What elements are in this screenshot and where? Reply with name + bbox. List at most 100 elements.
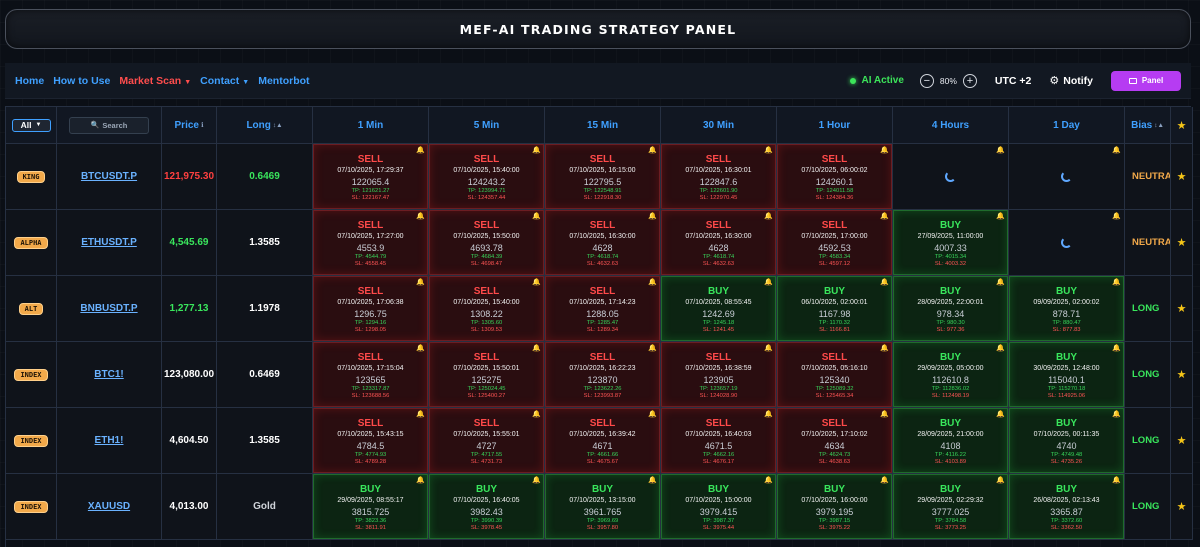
star-icon[interactable]: ★	[1176, 237, 1187, 249]
favorites-header[interactable]: ★	[1171, 107, 1193, 144]
signal-cell[interactable]: 🔔 BUY 07/10/2025, 16:00:00 3979.195 TP: 3987…	[777, 474, 893, 540]
signal-cell[interactable]: 🔔 BUY 30/09/2025, 12:48:00 115040.1 TP: 1152…	[1009, 342, 1125, 408]
star-icon[interactable]: ★	[1176, 501, 1187, 513]
filter-select[interactable]: All ▼	[11, 118, 51, 132]
bell-icon[interactable]: 🔔	[764, 213, 773, 220]
bell-icon[interactable]: 🔔	[996, 279, 1005, 286]
column-header-bias[interactable]: Bias ↕▲	[1125, 107, 1171, 144]
symbol-link[interactable]: ETH1!	[94, 435, 124, 446]
bell-icon[interactable]: 🔔	[416, 279, 425, 286]
bell-icon[interactable]: 🔔	[648, 411, 657, 418]
star-icon[interactable]: ★	[1176, 369, 1187, 381]
signal-cell[interactable]: 🔔 SELL 07/10/2025, 17:00:00 4592.53 TP: 4583…	[777, 210, 893, 276]
bell-icon[interactable]: 🔔	[1112, 279, 1121, 286]
bell-icon[interactable]: 🔔	[764, 147, 773, 154]
row-favorite-cell[interactable]: ★	[1171, 474, 1193, 540]
signal-cell[interactable]: 🔔 SELL 07/10/2025, 15:55:01 4727 TP: 4717.55…	[429, 408, 545, 474]
bell-icon[interactable]: 🔔	[1112, 147, 1121, 154]
column-header-price[interactable]: Price ℹ	[162, 107, 217, 144]
bell-icon[interactable]: 🔔	[416, 477, 425, 484]
star-icon[interactable]: ★	[1176, 303, 1187, 315]
row-favorite-cell[interactable]: ★	[1171, 210, 1193, 276]
bell-icon[interactable]: 🔔	[1112, 345, 1121, 352]
bell-icon[interactable]: 🔔	[764, 411, 773, 418]
search-input[interactable]: 🔍 Search	[69, 116, 149, 134]
bell-icon[interactable]: 🔔	[532, 147, 541, 154]
bell-icon[interactable]: 🔔	[880, 477, 889, 484]
bell-icon[interactable]: 🔔	[764, 345, 773, 352]
signal-cell[interactable]: 🔔 BUY 07/10/2025, 13:15:00 3961.765 TP: 3969…	[545, 474, 661, 540]
bell-icon[interactable]: 🔔	[880, 411, 889, 418]
signal-cell[interactable]: 🔔 BUY 06/10/2025, 02:00:01 1167.98 TP: 1170.…	[777, 276, 893, 342]
signal-cell[interactable]: 🔔 SELL 07/10/2025, 17:15:04 123565 TP: 12331…	[313, 342, 429, 408]
zoom-out-button[interactable]: −	[919, 73, 934, 88]
bell-icon[interactable]: 🔔	[648, 213, 657, 220]
bell-icon[interactable]: 🔔	[880, 345, 889, 352]
signal-cell[interactable]: 🔔 SELL 07/10/2025, 15:50:00 4693.78 TP: 4684…	[429, 210, 545, 276]
bell-icon[interactable]: 🔔	[764, 279, 773, 286]
bell-icon[interactable]: 🔔	[532, 279, 541, 286]
symbol-link[interactable]: ETHUSDT.P	[81, 237, 137, 248]
signal-cell[interactable]: 🔔 BUY 07/10/2025, 00:11:35 4740 TP: 4749.48 S…	[1009, 408, 1125, 474]
signal-cell[interactable]: 🔔 BUY 29/09/2025, 02:29:32 3777.025 TP: 3784…	[893, 474, 1009, 540]
bell-icon[interactable]: 🔔	[764, 477, 773, 484]
signal-cell[interactable]: 🔔 SELL 07/10/2025, 16:15:00 122795.5 TP: 122…	[545, 144, 661, 210]
bell-icon[interactable]: 🔔	[880, 147, 889, 154]
signal-cell[interactable]: 🔔 SELL 07/10/2025, 05:16:10 125340 TP: 12508…	[777, 342, 893, 408]
signal-cell[interactable]: 🔔 SELL 07/10/2025, 16:40:03 4671.5 TP: 4662.…	[661, 408, 777, 474]
timezone-label[interactable]: UTC +2	[994, 74, 1032, 87]
zoom-in-button[interactable]: +	[962, 73, 977, 88]
row-favorite-cell[interactable]: ★	[1171, 144, 1193, 210]
bell-icon[interactable]: 🔔	[1112, 411, 1121, 418]
bell-icon[interactable]: 🔔	[1112, 477, 1121, 484]
signal-cell[interactable]: 🔔 BUY 28/09/2025, 22:00:01 978.34 TP: 980.30…	[893, 276, 1009, 342]
signal-cell[interactable]: 🔔 SELL 07/10/2025, 15:40:00 124243.2 TP: 123…	[429, 144, 545, 210]
star-icon[interactable]: ★	[1176, 435, 1187, 447]
bell-icon[interactable]: 🔔	[416, 345, 425, 352]
bell-icon[interactable]: 🔔	[996, 147, 1005, 154]
signal-cell[interactable]: 🔔 SELL 07/10/2025, 06:00:02 124260.1 TP: 124…	[777, 144, 893, 210]
signal-cell[interactable]: 🔔 SELL 07/10/2025, 15:50:01 125275 TP: 12502…	[429, 342, 545, 408]
star-icon[interactable]: ★	[1176, 171, 1187, 183]
signal-cell[interactable]: 🔔 BUY 27/09/2025, 11:00:00 4007.33 TP: 4015.…	[893, 210, 1009, 276]
nav-market-scan[interactable]: Market Scan ▼	[119, 75, 191, 87]
signal-cell[interactable]: 🔔 BUY 28/09/2025, 21:00:00 4108 TP: 4116.22 S…	[893, 408, 1009, 474]
bell-icon[interactable]: 🔔	[532, 213, 541, 220]
notify-button[interactable]: ⚙ Notify	[1049, 74, 1093, 88]
signal-cell[interactable]: 🔔 SELL 07/10/2025, 17:10:02 4634 TP: 4624.73…	[777, 408, 893, 474]
column-header-long[interactable]: Long ↕▲	[217, 107, 313, 144]
panel-button[interactable]: Panel	[1111, 70, 1181, 91]
symbol-link[interactable]: BNBUSDT.P	[80, 303, 138, 314]
signal-cell[interactable]: 🔔 BUY 29/09/2025, 08:55:17 3815.725 TP: 3823…	[313, 474, 429, 540]
nav-contact[interactable]: Contact ▼	[200, 75, 249, 87]
nav-mentorbot[interactable]: Mentorbot	[258, 74, 310, 87]
bell-icon[interactable]: 🔔	[648, 279, 657, 286]
bell-icon[interactable]: 🔔	[880, 279, 889, 286]
signal-cell[interactable]: 🔔 SELL 07/10/2025, 16:22:23 123870 TP: 12362…	[545, 342, 661, 408]
nav-home[interactable]: Home	[15, 74, 45, 87]
signal-cell[interactable]: 🔔 SELL 07/10/2025, 16:39:42 4671 TP: 4661.66…	[545, 408, 661, 474]
signal-cell[interactable]: 🔔 SELL 07/10/2025, 17:14:23 1288.05 TP: 1285…	[545, 276, 661, 342]
bell-icon[interactable]: 🔔	[532, 411, 541, 418]
row-favorite-cell[interactable]: ★	[1171, 276, 1193, 342]
signal-cell[interactable]: 🔔 BUY 26/08/2025, 02:13:43 3365.87 TP: 3372.…	[1009, 474, 1125, 540]
signal-cell[interactable]: 🔔 SELL 07/10/2025, 17:06:38 1296.75 TP: 1294…	[313, 276, 429, 342]
signal-cell[interactable]: 🔔 BUY 07/10/2025, 16:40:05 3982.43 TP: 3990.…	[429, 474, 545, 540]
signal-cell[interactable]: 🔔 SELL 07/10/2025, 17:27:00 4553.9 TP: 4544.…	[313, 210, 429, 276]
bell-icon[interactable]: 🔔	[532, 477, 541, 484]
bell-icon[interactable]: 🔔	[532, 345, 541, 352]
signal-cell[interactable]: 🔔 SELL 07/10/2025, 15:43:15 4784.5 TP: 4774.…	[313, 408, 429, 474]
bell-icon[interactable]: 🔔	[648, 147, 657, 154]
signal-cell[interactable]: 🔔 BUY 07/10/2025, 08:55:45 1242.69 TP: 1245.…	[661, 276, 777, 342]
bell-icon[interactable]: 🔔	[416, 411, 425, 418]
bell-icon[interactable]: 🔔	[416, 213, 425, 220]
nav-how-to-use[interactable]: How to Use	[53, 74, 111, 87]
bell-icon[interactable]: 🔔	[648, 345, 657, 352]
bell-icon[interactable]: 🔔	[416, 147, 425, 154]
signal-cell[interactable]: 🔔 BUY 29/09/2025, 05:00:00 112610.8 TP: 1128…	[893, 342, 1009, 408]
bell-icon[interactable]: 🔔	[996, 411, 1005, 418]
bell-icon[interactable]: 🔔	[1112, 213, 1121, 220]
signal-cell[interactable]: 🔔 SELL 07/10/2025, 15:40:00 1308.22 TP: 1305…	[429, 276, 545, 342]
symbol-link[interactable]: BTC1!	[94, 369, 124, 380]
signal-cell[interactable]: 🔔 SELL 07/10/2025, 16:30:00 4628 TP: 4618.74…	[661, 210, 777, 276]
